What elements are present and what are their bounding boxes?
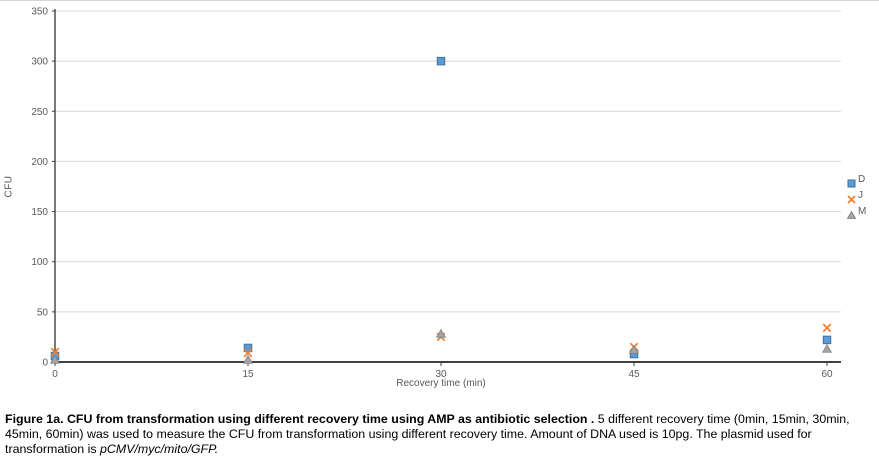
y-tick-label: 150 [31,207,48,218]
y-tick-label: 350 [31,7,48,18]
legend-x-marker-icon [847,191,856,204]
x-tick-label: 0 [52,369,58,380]
data-point-M-x15 [242,354,254,364]
y-tick-label: 0 [42,358,48,369]
scatter-plot-canvas: 0 15 30 45 60 0 50 100 150 200 250 300 350 [31,7,841,380]
caption-italic-text: pCMV/myc/mito/GFP. [100,442,219,456]
data-point-M-x60 [821,343,833,353]
x-axis-title: Recovery time (min) [396,378,486,389]
y-tick-label: 100 [31,257,48,268]
y-tick-label: 200 [31,157,48,168]
legend-marker-glyph [847,179,856,188]
legend-marker-M [846,210,857,219]
x-tick-label: 60 [821,369,833,380]
data-point-D-x15 [243,343,253,353]
data-point-D-x30 [436,56,446,66]
legend-item-D: D [847,173,866,188]
legend-label: J [858,190,863,201]
y-tick-label: 250 [31,107,48,118]
y-tick-label: 50 [37,307,49,318]
chart-legend: D J M [846,173,867,219]
data-point-J-x15 [243,348,253,358]
legend-marker-D [847,179,856,188]
x-tick-label: 30 [435,369,447,380]
legend-marker-J [847,195,856,204]
legend-label: D [858,174,866,185]
y-tick-label: 300 [31,57,48,68]
data-point-J-x0 [50,347,60,357]
legend-triangle-marker-icon [846,207,857,219]
legend-square-marker-icon [847,175,856,188]
x-tick-label: 15 [242,369,254,380]
legend-marker-glyph [846,210,857,219]
legend-label: M [858,206,867,217]
legend-marker-glyph [847,195,856,204]
data-point-D-x60 [822,335,832,345]
x-tick-label: 45 [628,369,640,380]
scatter-chart: 0 15 30 45 60 0 50 100 150 200 250 300 350 CFU Recov… [0,1,879,403]
caption-body-text: 5 different recovery time (0min, 15min, … [5,412,850,456]
y-axis-title: CFU [3,175,15,198]
caption-bold-text: Figure 1a. CFU from transformation using… [5,412,595,426]
figure-caption: Figure 1a. CFU from transformation using… [0,403,879,457]
data-point-M-x45 [628,344,640,354]
legend-item-J: J [847,189,866,204]
data-point-J-x60 [822,323,832,333]
data-point-M-x0 [49,354,61,364]
data-point-M-x30 [435,328,447,338]
legend-item-M: M [846,205,867,219]
